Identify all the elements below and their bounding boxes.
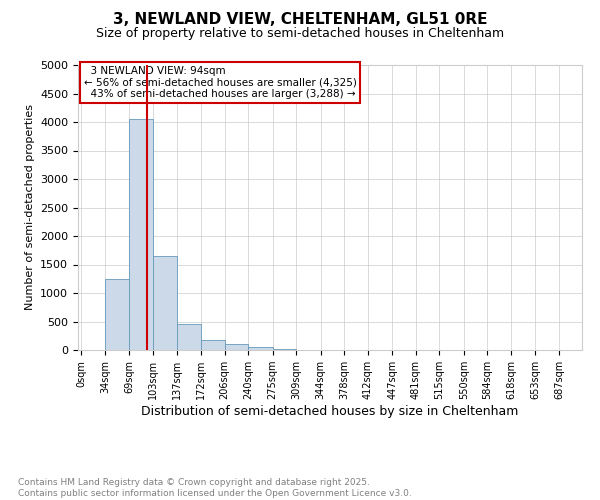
Y-axis label: Number of semi-detached properties: Number of semi-detached properties bbox=[25, 104, 35, 310]
Text: 3, NEWLAND VIEW, CHELTENHAM, GL51 0RE: 3, NEWLAND VIEW, CHELTENHAM, GL51 0RE bbox=[113, 12, 487, 28]
Text: Contains HM Land Registry data © Crown copyright and database right 2025.
Contai: Contains HM Land Registry data © Crown c… bbox=[18, 478, 412, 498]
Bar bbox=[224, 344, 248, 350]
Bar bbox=[272, 349, 296, 350]
Bar bbox=[153, 256, 177, 350]
Text: Size of property relative to semi-detached houses in Cheltenham: Size of property relative to semi-detach… bbox=[96, 28, 504, 40]
Bar bbox=[105, 279, 130, 350]
Bar bbox=[248, 347, 272, 350]
X-axis label: Distribution of semi-detached houses by size in Cheltenham: Distribution of semi-detached houses by … bbox=[142, 405, 518, 418]
Bar bbox=[201, 340, 224, 350]
Bar bbox=[177, 324, 201, 350]
Bar bbox=[130, 119, 153, 350]
Text: 3 NEWLAND VIEW: 94sqm
← 56% of semi-detached houses are smaller (4,325)
  43% of: 3 NEWLAND VIEW: 94sqm ← 56% of semi-deta… bbox=[83, 66, 356, 100]
